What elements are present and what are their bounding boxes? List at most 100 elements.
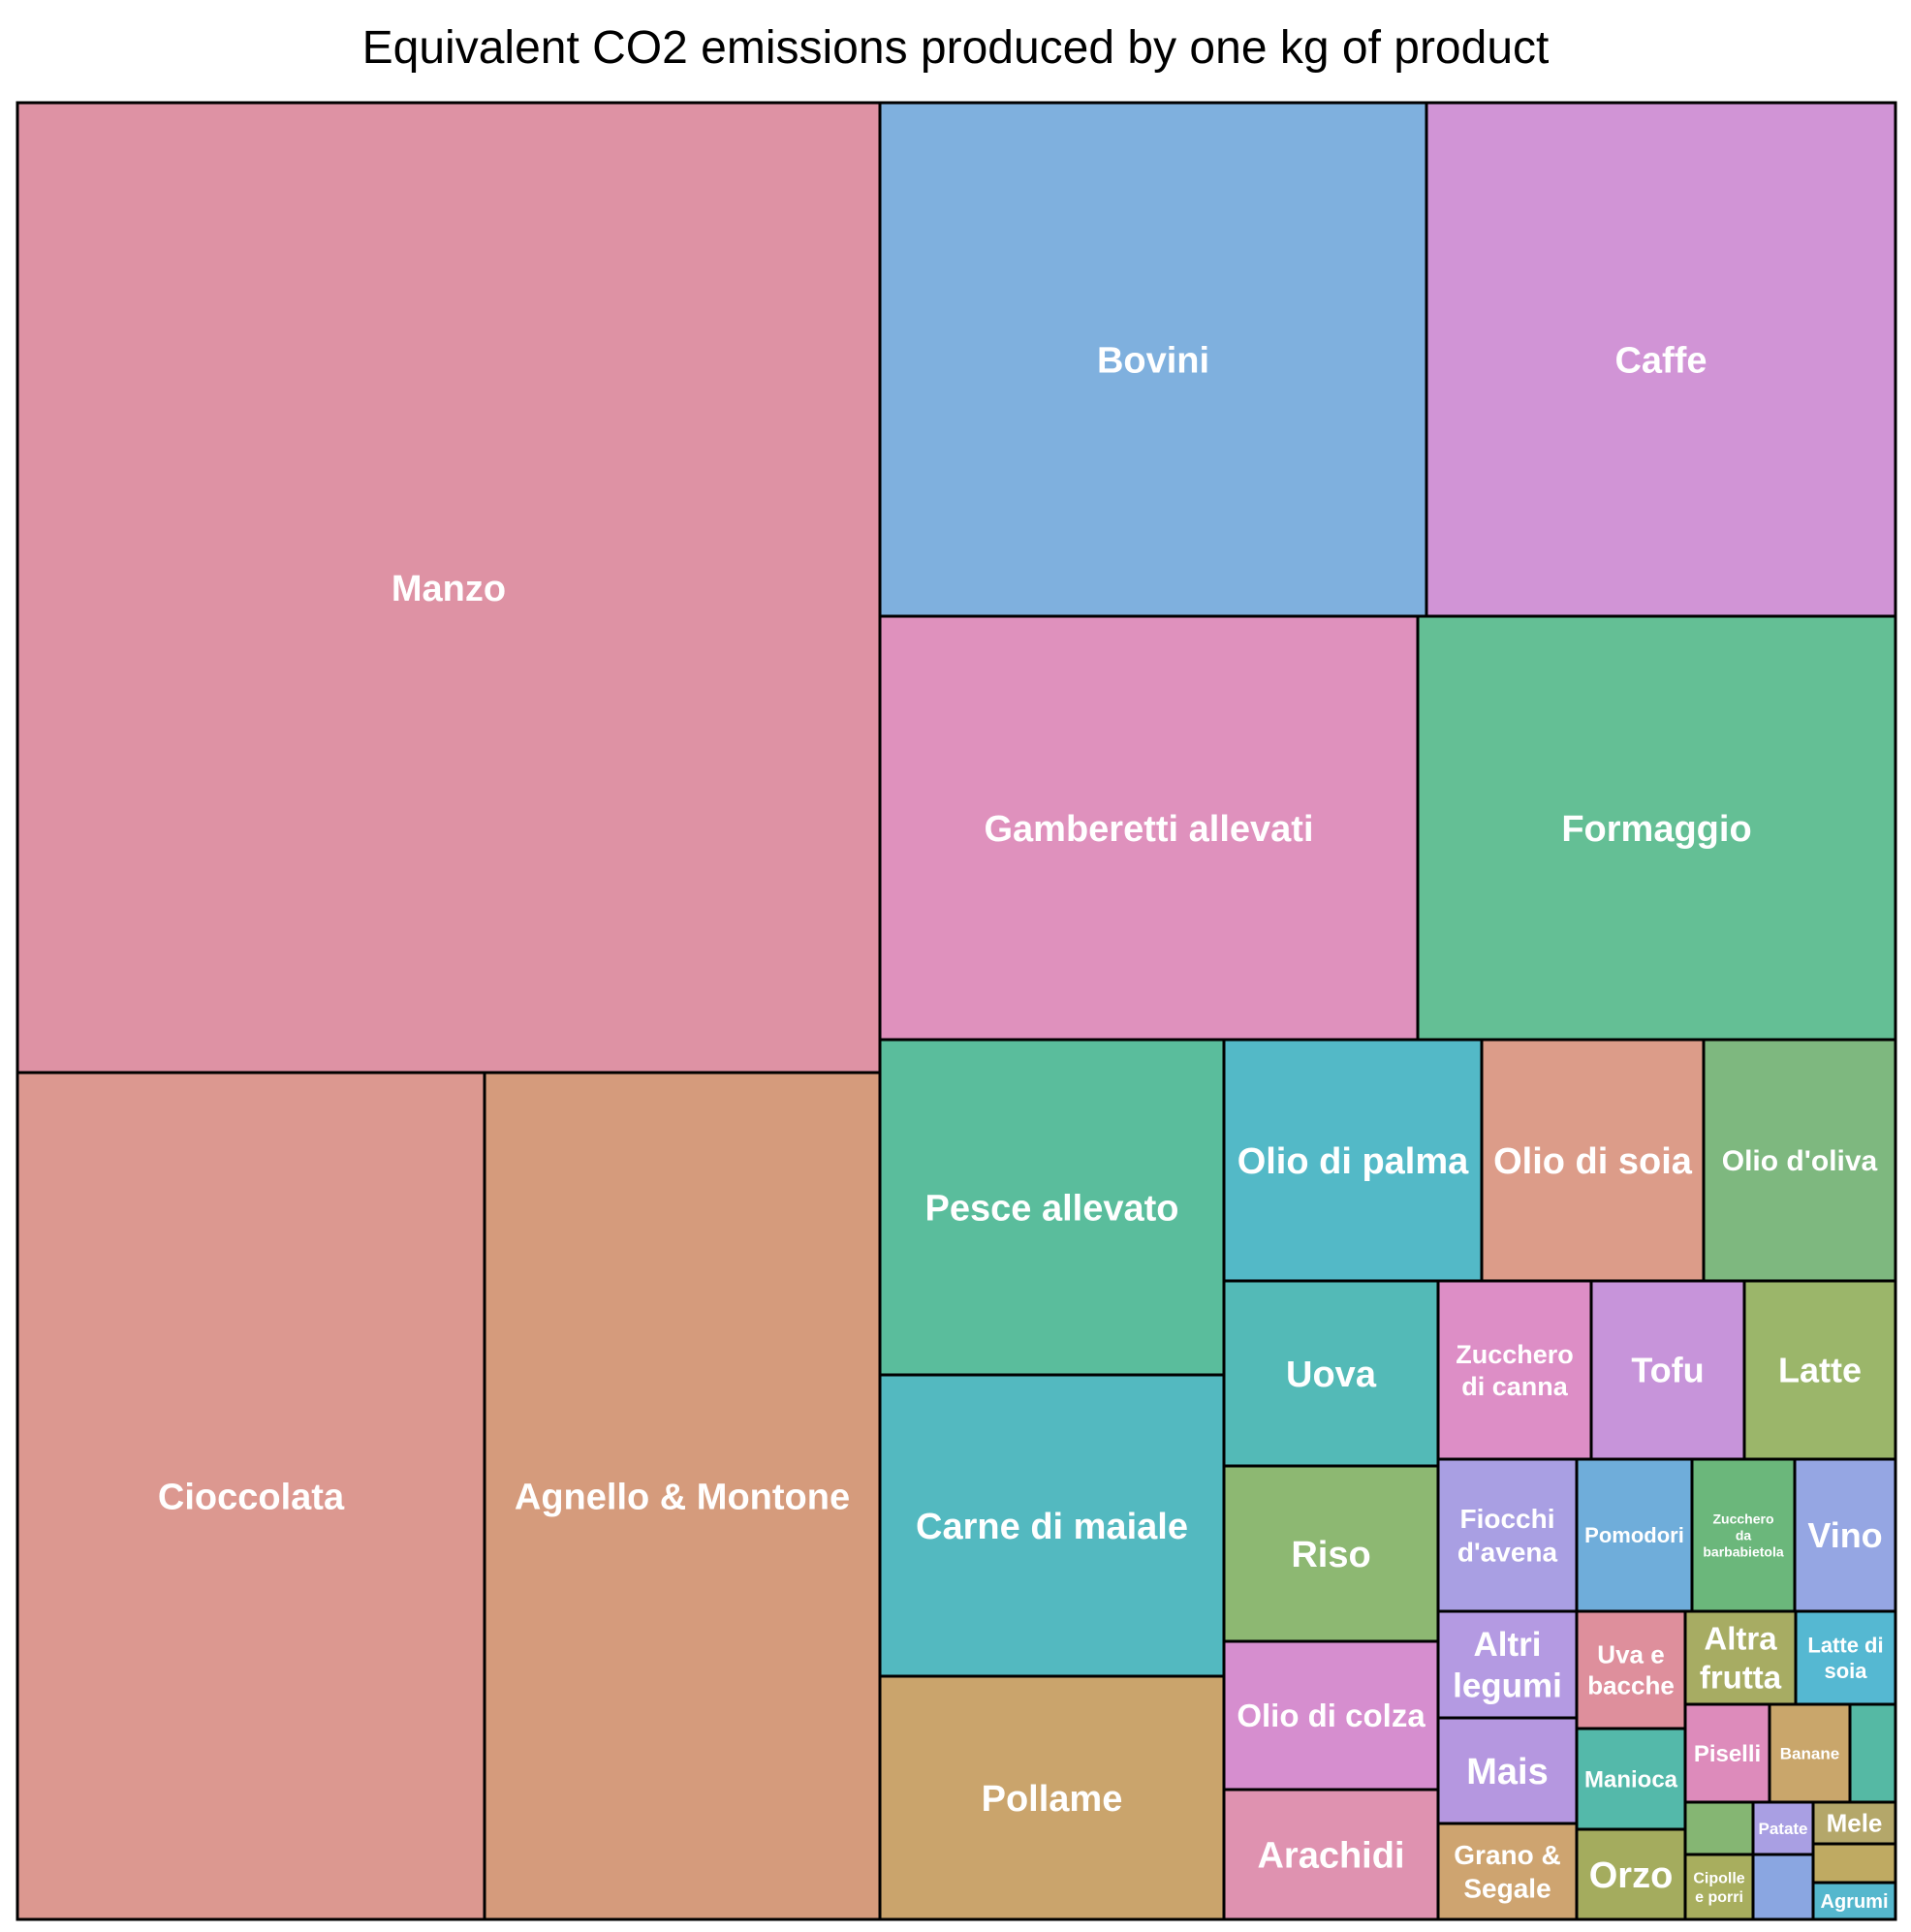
tile-label: Pomodori (1584, 1523, 1684, 1547)
tile-altra-frutta: Altra frutta (1683, 1609, 1798, 1706)
tile-label: Cipolle e porri (1693, 1870, 1744, 1906)
tile-cioccolata: Cioccolata (16, 1071, 486, 1921)
tile-rect (483, 1071, 882, 1921)
tile-manzo: Manzo (16, 101, 882, 1075)
tile-label: Riso (1291, 1535, 1370, 1575)
tile-rect (1436, 1822, 1579, 1921)
tile-mele: Mele (1811, 1800, 1897, 1846)
tile-label: Fiocchi d'avena (1457, 1504, 1558, 1567)
tile-mais: Mais (1436, 1716, 1579, 1825)
tile-label: Bovini (1097, 340, 1209, 381)
tile-rect (878, 1038, 1226, 1377)
tile-label: Altra frutta (1700, 1620, 1782, 1695)
tile-rect (1575, 1727, 1687, 1831)
tile-rect (878, 614, 1420, 1042)
tile-manioca: Manioca (1575, 1727, 1687, 1831)
tile-caffe: Caffe (1425, 101, 1897, 618)
tile-unlabeled-35 (1683, 1800, 1755, 1856)
tile-rect (878, 1674, 1226, 1921)
tile-label: Latte (1778, 1351, 1862, 1390)
tile-arachidi: Arachidi (1222, 1788, 1440, 1921)
tile-label: Latte di soia (1807, 1633, 1883, 1683)
tile-label: Zucchero da barbabietola (1703, 1511, 1783, 1559)
tile-patate: Patate (1751, 1800, 1815, 1856)
tile-label: Manzo (392, 569, 506, 609)
tile-label: Orzo (1589, 1855, 1674, 1896)
tile-rect (1811, 1881, 1897, 1921)
tile-label: Olio di soia (1493, 1141, 1693, 1182)
tile-rect (1848, 1702, 1897, 1804)
tile-zucchero-da-barbabietola: Zucchero da barbabietola (1690, 1457, 1797, 1613)
tile-unlabeled-38 (1811, 1842, 1897, 1885)
tile-label: Agrumi (1821, 1891, 1889, 1913)
tile-label: Gamberetti allevati (984, 809, 1313, 850)
tile-label: Banane (1780, 1744, 1839, 1762)
tile-label: Carne di maiale (916, 1507, 1188, 1547)
tile-rect (1436, 1279, 1593, 1461)
tile-label: Grano & Segale (1454, 1840, 1560, 1903)
tile-rect (1811, 1800, 1897, 1846)
tile-rect (1683, 1800, 1755, 1856)
tile-pomodori: Pomodori (1575, 1457, 1694, 1613)
tile-label: Vino (1807, 1515, 1882, 1555)
tile-label: Altri legumi (1453, 1626, 1562, 1705)
tile-banane: Banane (1768, 1702, 1852, 1804)
tile-rect (1222, 1788, 1440, 1921)
tile-olio-di-soia: Olio di soia (1480, 1038, 1706, 1283)
tile-rect (1575, 1457, 1694, 1613)
tile-label: Zucchero di canna (1456, 1340, 1574, 1401)
tile-agnello-montone: Agnello & Montone (483, 1071, 882, 1921)
tile-label: Cioccolata (158, 1477, 345, 1517)
tile-label: Tofu (1631, 1351, 1704, 1390)
tile-label: Olio d'oliva (1722, 1145, 1878, 1177)
tile-rect (1683, 1853, 1755, 1921)
tile-rect (1575, 1827, 1687, 1921)
tile-olio-di-palma: Olio di palma (1222, 1038, 1484, 1283)
tile-label: Olio di palma (1237, 1141, 1469, 1182)
tile-vino: Vino (1793, 1457, 1897, 1613)
tile-rect (1683, 1702, 1771, 1804)
tile-grano-segale: Grano & Segale (1436, 1822, 1579, 1921)
tile-label: Agnello & Montone (515, 1477, 850, 1517)
tile-piselli: Piselli (1683, 1702, 1771, 1804)
tile-rect (1589, 1279, 1746, 1461)
tile-latte: Latte (1742, 1279, 1897, 1461)
tile-label: Arachidi (1257, 1835, 1404, 1876)
tile-label: Formaggio (1561, 809, 1751, 850)
tile-uva-e-bacche: Uva e bacche (1575, 1609, 1687, 1730)
tile-uova: Uova (1222, 1279, 1440, 1468)
tile-rect (878, 101, 1428, 618)
tile-label: Mele (1827, 1809, 1883, 1838)
tile-formaggio: Formaggio (1416, 614, 1897, 1042)
tile-rect (1690, 1457, 1797, 1613)
tile-unlabeled-34 (1848, 1702, 1897, 1804)
tile-label: Pesce allevato (925, 1188, 1179, 1229)
tile-label: Pollame (982, 1779, 1123, 1820)
tile-label: Olio di colza (1237, 1698, 1425, 1733)
tile-pollame: Pollame (878, 1674, 1226, 1921)
tile-rect (878, 1373, 1226, 1678)
tile-latte-di-soia: Latte di soia (1794, 1609, 1897, 1706)
tile-rect (1222, 1639, 1440, 1792)
tile-olio-di-colza: Olio di colza (1222, 1639, 1440, 1792)
tile-zucchero-di-canna: Zucchero di canna (1436, 1279, 1593, 1461)
tile-unlabeled-40 (1751, 1853, 1815, 1921)
tile-altri-legumi: Altri legumi (1436, 1609, 1579, 1720)
tile-rect (1702, 1038, 1897, 1283)
tile-rect (1480, 1038, 1706, 1283)
tile-rect (1742, 1279, 1897, 1461)
tile-agrumi: Agrumi (1811, 1881, 1897, 1921)
tile-rect (1751, 1853, 1815, 1921)
tile-carne-di-maiale: Carne di maiale (878, 1373, 1226, 1678)
tile-rect (1436, 1457, 1579, 1613)
tile-gamberetti-allevati: Gamberetti allevati (878, 614, 1420, 1042)
tile-label: Caffe (1614, 340, 1707, 381)
tile-rect (1575, 1609, 1687, 1730)
tile-rect (1222, 1279, 1440, 1468)
tile-olio-d-oliva: Olio d'oliva (1702, 1038, 1897, 1283)
tile-fiocchi-d-avena: Fiocchi d'avena (1436, 1457, 1579, 1613)
tile-rect (16, 1071, 486, 1921)
tile-rect (1416, 614, 1897, 1042)
tile-label: Uva e bacche (1587, 1640, 1675, 1700)
